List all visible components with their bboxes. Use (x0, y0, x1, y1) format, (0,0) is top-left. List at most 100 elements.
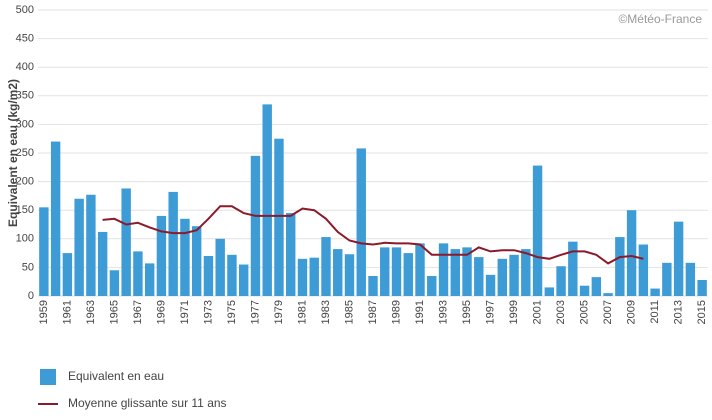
bar (239, 264, 249, 296)
x-tick-label: 1977 (249, 300, 261, 324)
x-tick-label: 1979 (273, 300, 285, 324)
legend-swatch (40, 369, 56, 385)
bar (650, 288, 660, 296)
bar (356, 148, 366, 296)
bar (485, 274, 496, 296)
bar (344, 254, 355, 296)
bar (168, 191, 178, 296)
y-tick-label: 500 (16, 4, 34, 16)
y-axis-label: Equivalent en eau (kg/m2) (6, 79, 20, 227)
bar (286, 213, 296, 296)
legend-label: Moyenne glissante sur 11 ans (68, 396, 227, 410)
bar (474, 257, 484, 296)
bar (227, 254, 237, 296)
x-tick-label: 1971 (179, 300, 191, 324)
bar (74, 198, 84, 296)
bar (662, 262, 672, 296)
bar (109, 270, 120, 296)
bar (544, 287, 555, 296)
y-tick-label: 300 (16, 118, 34, 130)
bar (274, 138, 284, 296)
bar (97, 231, 108, 296)
bar (333, 249, 343, 296)
bar (180, 218, 190, 296)
x-tick-label: 1997 (484, 300, 496, 324)
bar (144, 263, 155, 296)
x-tick-label: 1985 (343, 300, 355, 324)
bar (509, 254, 519, 296)
x-tick-label: 1993 (437, 300, 449, 324)
bar (603, 293, 613, 296)
x-tick-label: 2001 (531, 300, 543, 324)
y-tick-label: 250 (16, 147, 34, 159)
bar (532, 165, 543, 296)
bar (685, 262, 696, 296)
y-tick-label: 200 (16, 176, 34, 188)
bar (86, 194, 96, 296)
bar (697, 279, 707, 296)
bar (626, 210, 637, 296)
bar (203, 255, 214, 296)
x-tick-label: 2013 (673, 300, 685, 324)
bar (297, 258, 308, 296)
bar (133, 251, 143, 296)
x-tick-label: 1969 (155, 300, 167, 324)
bar (450, 249, 460, 296)
bar (39, 207, 49, 296)
bar (462, 247, 472, 296)
bar (391, 247, 402, 296)
bar (497, 258, 507, 296)
bar (50, 141, 61, 296)
y-tick-label: 100 (16, 233, 34, 245)
bar (309, 257, 319, 296)
x-tick-label: 1963 (85, 300, 97, 324)
bar (638, 244, 649, 296)
bar (615, 237, 625, 296)
bar (521, 249, 531, 296)
x-tick-label: 1965 (108, 300, 120, 324)
x-tick-label: 1991 (414, 300, 426, 324)
source: ©Météo-France (618, 12, 702, 26)
x-tick-label: 1989 (390, 300, 402, 324)
x-tick-label: 1959 (38, 300, 50, 324)
x-tick-label: 1981 (296, 300, 308, 324)
bar (321, 237, 331, 296)
bar (368, 275, 378, 296)
bar (250, 155, 261, 296)
x-tick-label: 1983 (320, 300, 332, 324)
x-tick-label: 1961 (61, 300, 73, 324)
bar (556, 266, 566, 296)
y-tick-label: 0 (28, 290, 34, 302)
bar (438, 243, 449, 296)
y-tick-label: 450 (16, 33, 34, 45)
y-tick-label: 50 (22, 261, 34, 273)
bar (156, 215, 167, 296)
bar (673, 221, 684, 296)
x-tick-label: 1973 (202, 300, 214, 324)
moving-average-line (102, 205, 644, 265)
bar (191, 226, 202, 296)
x-tick-label: 1967 (132, 300, 144, 324)
x-tick-label: 2015 (696, 300, 708, 324)
legend-label: Equivalent en eau (68, 369, 164, 383)
x-tick-label: 1999 (508, 300, 520, 324)
bar (415, 243, 425, 296)
bar (427, 275, 437, 296)
bar (262, 104, 272, 296)
x-tick-label: 1987 (367, 300, 379, 324)
bar (121, 188, 131, 296)
y-tick-label: 350 (16, 90, 34, 102)
x-tick-label: 2003 (555, 300, 567, 324)
bar (215, 238, 225, 296)
bar (591, 277, 602, 296)
x-tick-label: 1975 (226, 300, 238, 324)
bar (62, 253, 73, 296)
bar (579, 285, 590, 296)
y-tick-label: 400 (16, 61, 34, 73)
y-tick-label: 150 (16, 204, 34, 216)
x-tick-label: 2005 (578, 300, 590, 324)
bar (403, 253, 413, 296)
bar (380, 247, 390, 296)
x-tick-label: 2011 (649, 300, 661, 324)
